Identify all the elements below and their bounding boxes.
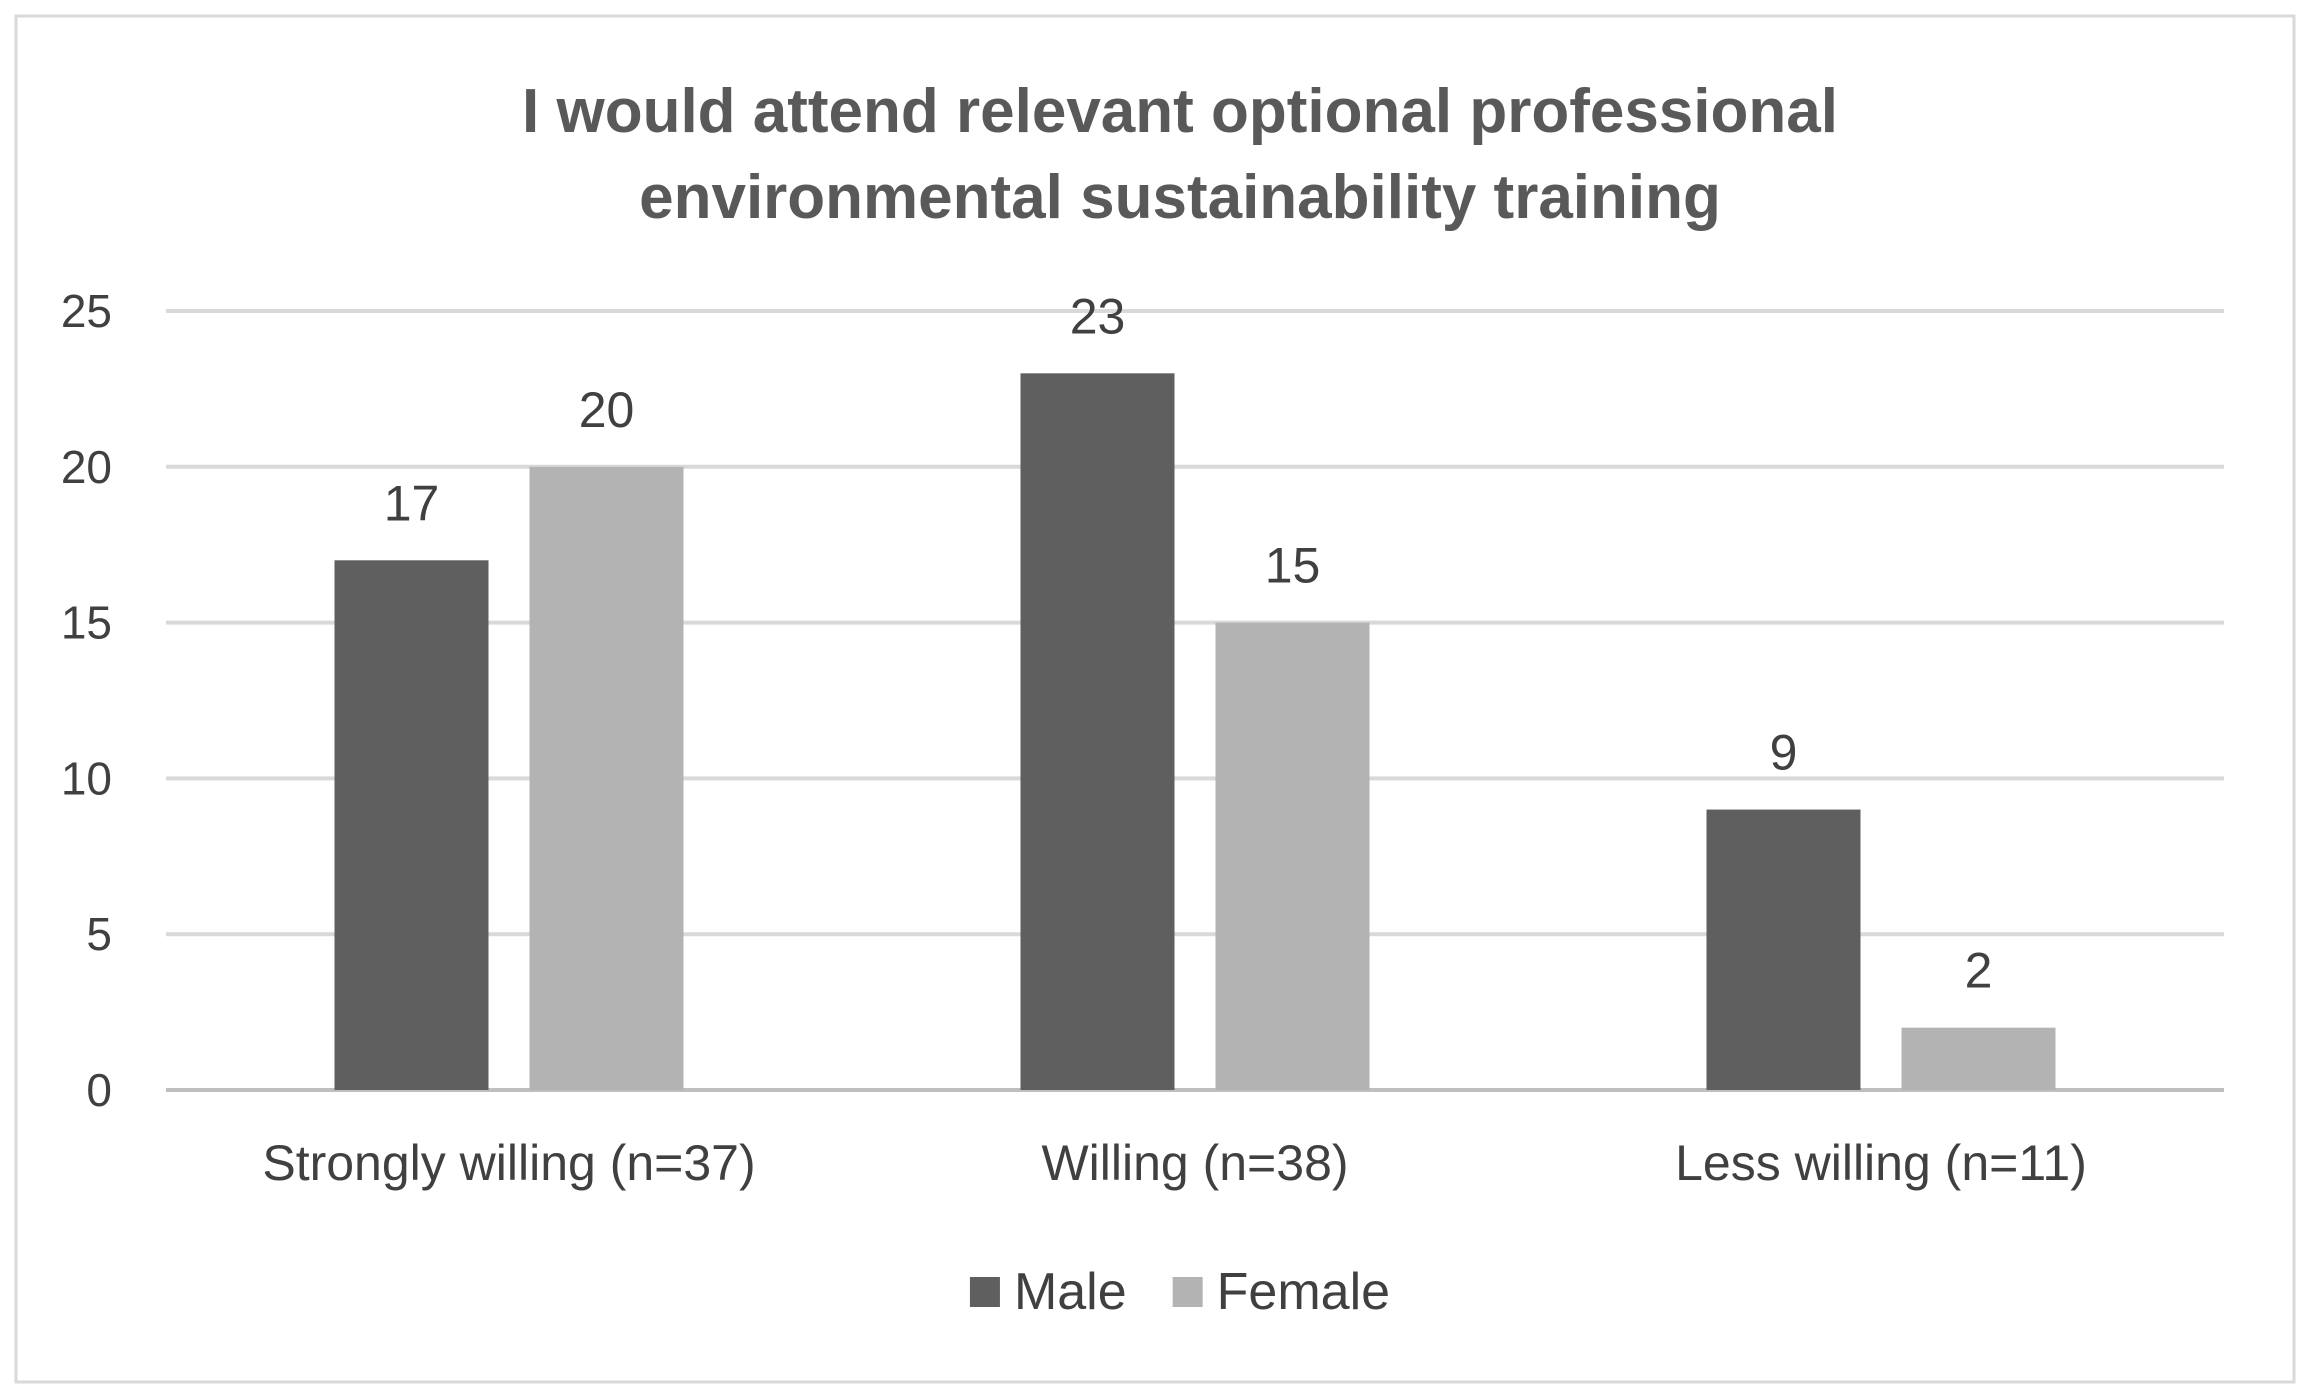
y-tick-label: 20 xyxy=(61,441,112,493)
y-tick-label: 0 xyxy=(86,1064,112,1116)
data-label: 2 xyxy=(1965,943,1993,999)
data-label: 15 xyxy=(1265,538,1321,594)
y-tick-label: 15 xyxy=(61,597,112,649)
bar-male-1 xyxy=(1020,373,1175,1090)
bar-female-1 xyxy=(1215,622,1370,1090)
data-label: 17 xyxy=(384,475,440,531)
y-tick-label: 5 xyxy=(86,908,112,960)
legend-label: Male xyxy=(1014,1263,1127,1321)
bar-female-2 xyxy=(1901,1027,2056,1090)
y-tick-label: 25 xyxy=(61,285,112,337)
x-axis-categories: Strongly willing (n=37) Willing (n=38) Les… xyxy=(262,1135,2087,1191)
data-labels: 17 20 23 15 9 2 xyxy=(384,288,1993,998)
chart-title-line-1: I would attend relevant optional profess… xyxy=(522,77,1838,146)
chart-title-line-2: environmental sustainability training xyxy=(639,163,1721,232)
gridlines xyxy=(166,309,2224,1092)
x-category-label: Willing (n=38) xyxy=(1041,1135,1348,1191)
legend-swatch-male xyxy=(969,1277,1000,1307)
y-axis-ticks: 0 5 10 15 20 25 xyxy=(61,285,112,1116)
data-label: 23 xyxy=(1070,288,1126,344)
bar-male-0 xyxy=(334,560,489,1090)
y-tick-label: 10 xyxy=(61,752,112,804)
data-label: 9 xyxy=(1770,725,1798,781)
bars xyxy=(334,373,2056,1090)
legend: Male Female xyxy=(969,1263,1390,1321)
x-category-label: Less willing (n=11) xyxy=(1675,1135,2087,1191)
legend-label: Female xyxy=(1217,1263,1390,1321)
bar-female-0 xyxy=(529,466,684,1090)
data-label: 20 xyxy=(579,382,635,438)
bar-male-2 xyxy=(1706,809,1861,1090)
legend-swatch-female xyxy=(1172,1277,1203,1307)
x-category-label: Strongly willing (n=37) xyxy=(262,1135,755,1191)
